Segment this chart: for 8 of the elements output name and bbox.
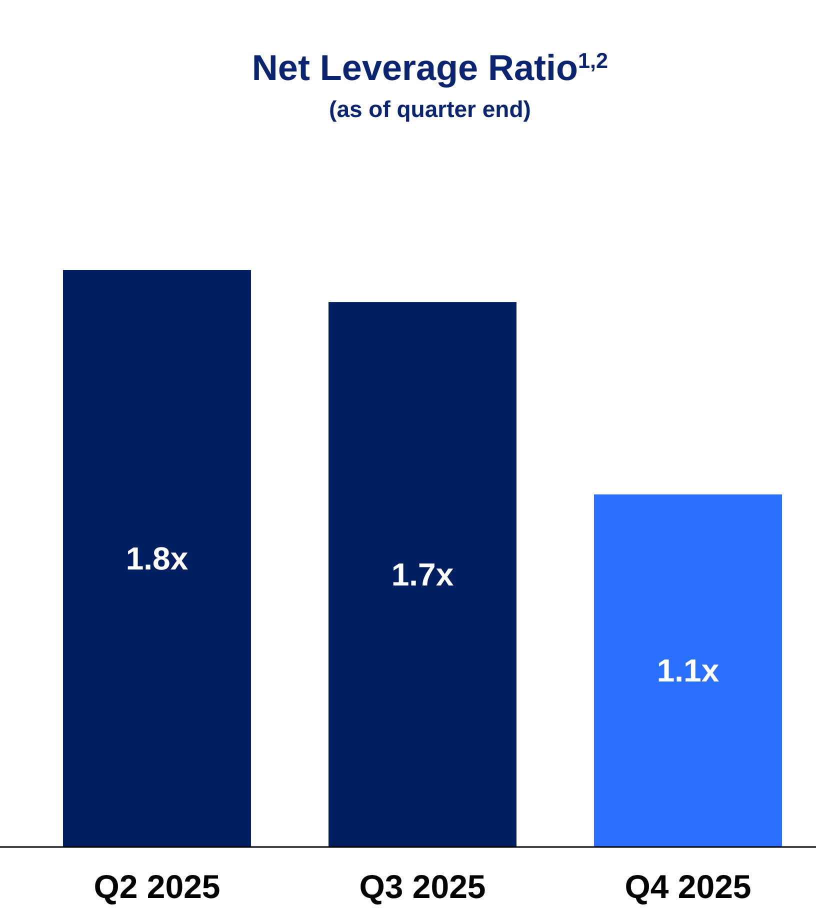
- x-tick-label: Q2 2025: [94, 868, 220, 905]
- chart-subtitle: (as of quarter end): [329, 96, 531, 122]
- chart-title: Net Leverage Ratio$^{1,2}$: [252, 47, 608, 88]
- data-label: 1.7x: [391, 556, 454, 593]
- data-label: 1.8x: [126, 540, 188, 576]
- data-label: 1.1x: [656, 652, 720, 689]
- x-tick-label: Q4 2025: [624, 868, 752, 905]
- x-tick-label: Q3 2025: [359, 868, 486, 905]
